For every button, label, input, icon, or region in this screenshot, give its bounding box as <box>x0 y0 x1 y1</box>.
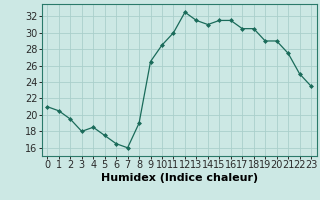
X-axis label: Humidex (Indice chaleur): Humidex (Indice chaleur) <box>100 173 258 183</box>
